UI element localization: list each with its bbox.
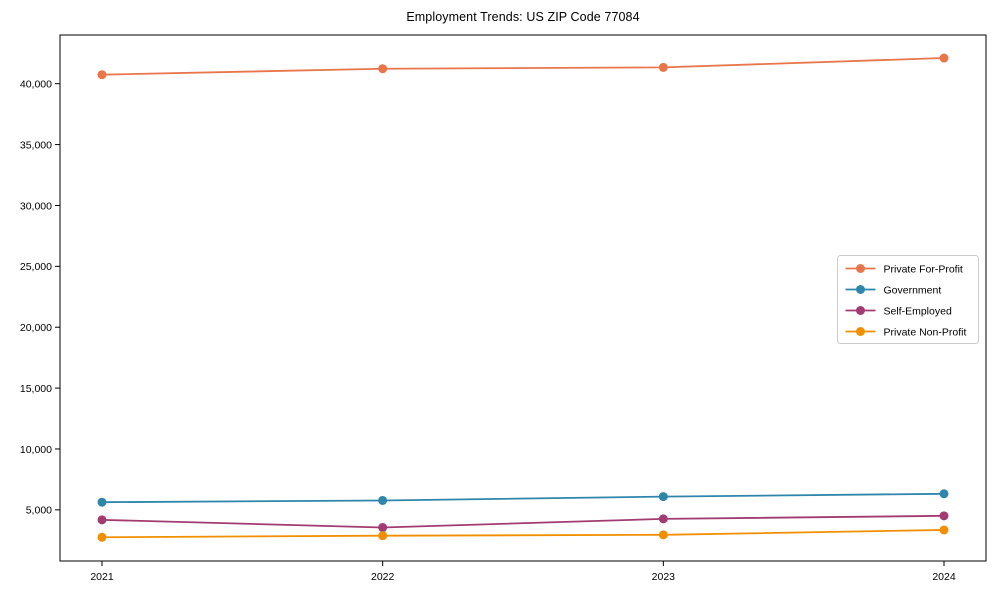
- x-tick-label: 2024: [932, 571, 956, 583]
- legend-label-private-for-profit: Private For-Profit: [884, 263, 963, 275]
- y-tick-label: 25,000: [20, 261, 52, 273]
- series-line-government: [101, 492, 945, 504]
- data-point-government-2022: [378, 495, 388, 505]
- data-point-self-employed-2021: [97, 515, 107, 525]
- series-line-private-non-profit: [101, 529, 945, 539]
- data-point-private-for-profit-2022: [378, 64, 388, 74]
- data-point-private-for-profit-2023: [658, 62, 668, 72]
- series-line-private-for-profit: [101, 57, 945, 76]
- legend-label-government: Government: [884, 284, 942, 296]
- legend-label-self-employed: Self-Employed: [884, 305, 952, 317]
- data-point-private-for-profit-2021: [97, 70, 107, 80]
- data-point-private-for-profit-2024: [939, 53, 949, 63]
- x-tick-label: 2021: [90, 571, 114, 583]
- y-tick-label: 15,000: [20, 383, 52, 395]
- legend-marker-private-for-profit: [856, 264, 865, 273]
- y-tick-label: 5,000: [26, 505, 52, 517]
- y-tick-label: 35,000: [20, 139, 52, 151]
- legend-marker-government: [856, 285, 865, 294]
- legend-marker-private-non-profit: [856, 327, 865, 336]
- data-point-government-2024: [939, 489, 949, 499]
- data-point-government-2023: [658, 492, 668, 502]
- plot-area-frame: [59, 34, 987, 562]
- data-point-self-employed-2023: [658, 514, 668, 524]
- y-tick-label: 20,000: [20, 322, 52, 334]
- legend-label-private-non-profit: Private Non-Profit: [884, 326, 967, 338]
- x-tick-label: 2022: [371, 571, 395, 583]
- y-tick-label: 30,000: [20, 200, 52, 212]
- chart-title: Employment Trends: US ZIP Code 77084: [406, 10, 640, 24]
- series-line-self-employed: [101, 514, 945, 529]
- y-tick-label: 40,000: [20, 79, 52, 91]
- data-point-self-employed-2024: [939, 511, 949, 521]
- data-point-government-2021: [97, 497, 107, 507]
- legend-box: [837, 255, 979, 344]
- data-point-private-non-profit-2021: [97, 532, 107, 542]
- data-point-private-non-profit-2023: [658, 530, 668, 540]
- y-tick-label: 10,000: [20, 444, 52, 456]
- data-point-private-non-profit-2024: [939, 525, 949, 535]
- data-point-self-employed-2022: [378, 523, 388, 533]
- data-point-private-non-profit-2022: [378, 531, 388, 541]
- legend-marker-self-employed: [856, 306, 865, 315]
- x-tick-label: 2023: [652, 571, 676, 583]
